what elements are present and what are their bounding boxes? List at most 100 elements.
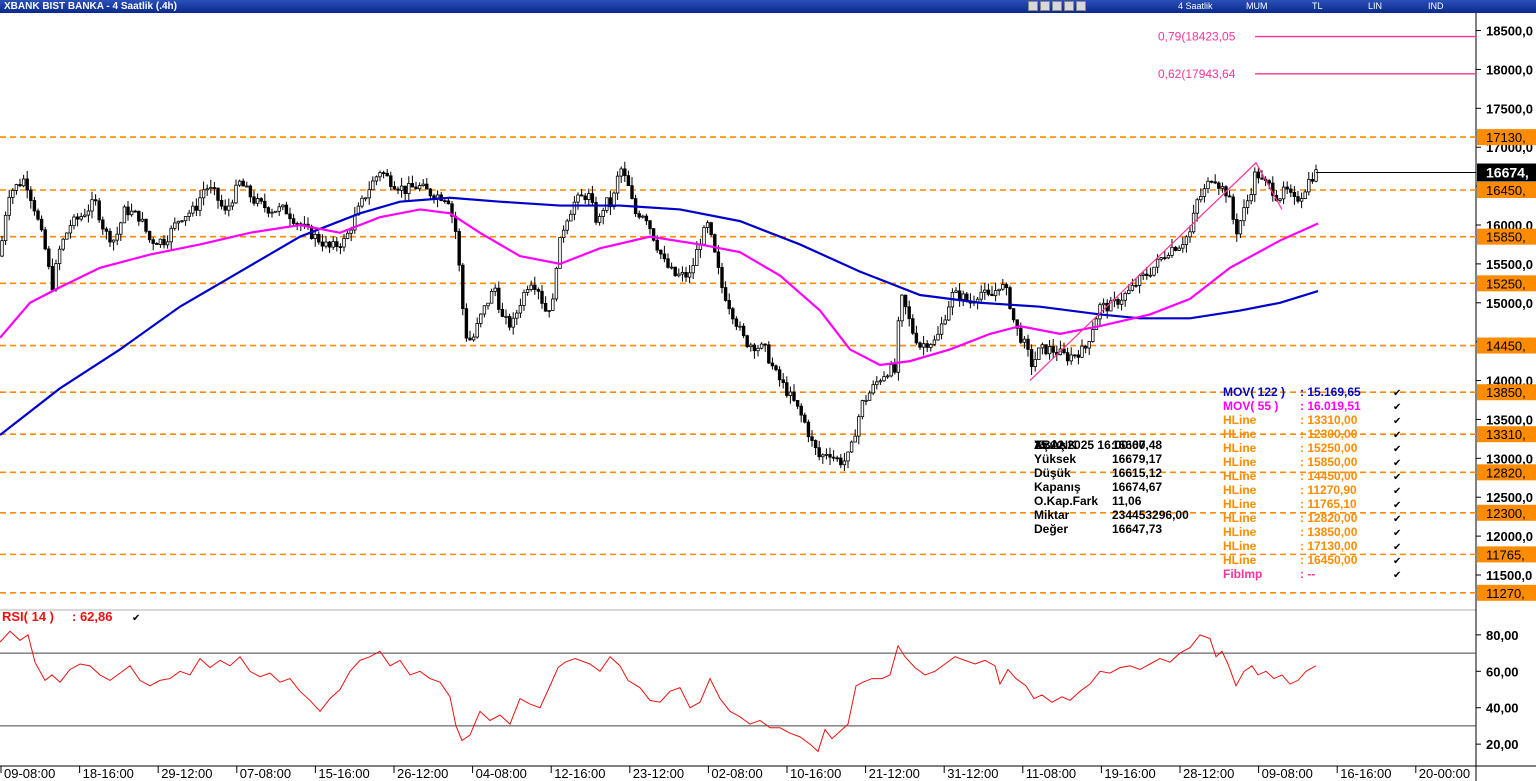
candle [583, 195, 587, 200]
candle [133, 210, 137, 213]
candle [29, 189, 33, 201]
info-row-change: O.Kap.Fark 11,06 [1034, 494, 1142, 508]
candle [1137, 275, 1142, 286]
candle [468, 337, 472, 341]
candle [223, 205, 227, 211]
candle [1123, 293, 1127, 301]
candle [770, 362, 775, 367]
currency-option[interactable]: TL [1312, 1, 1323, 11]
last-price-box [1477, 163, 1536, 182]
draw-icon[interactable] [1076, 1, 1086, 11]
candle [875, 381, 879, 386]
candle [378, 172, 382, 178]
legend-check-icon: ✔ [1393, 402, 1401, 413]
candle [385, 172, 389, 177]
scale-option[interactable]: LIN [1368, 1, 1383, 11]
candle [1019, 327, 1023, 343]
candle [83, 214, 87, 217]
y-tick-label: 13500,0 [1486, 412, 1533, 427]
timeframe-option[interactable]: 4 Saatlik [1178, 1, 1213, 11]
candle [111, 239, 116, 243]
candle [183, 216, 188, 222]
candle [65, 232, 69, 240]
candle [1231, 196, 1235, 220]
candle [1069, 354, 1073, 362]
legend-hline-name: HLine [1223, 455, 1257, 469]
candle [284, 204, 289, 215]
candle [1238, 220, 1243, 235]
candle [1310, 179, 1315, 182]
hline-axis-label: 15850, [1486, 230, 1526, 245]
candle [983, 289, 987, 293]
candle [515, 312, 519, 319]
settings-icon[interactable] [1064, 1, 1074, 11]
candle [576, 194, 580, 203]
price-chart[interactable]: 18500,018000,017500,017000,016500,016000… [0, 13, 1536, 781]
legend-hline-value: : 17130,00 [1300, 539, 1358, 553]
candle [115, 233, 119, 241]
hline-axis-label: 16450, [1486, 183, 1526, 198]
indicator-option[interactable]: IND [1428, 1, 1444, 11]
candle [752, 344, 757, 352]
candle [1073, 354, 1077, 357]
candle [158, 238, 163, 245]
candle [1260, 177, 1264, 180]
candle [1281, 186, 1286, 200]
info-row-volume: Miktar 234453296,00 [1034, 508, 1189, 522]
candle [929, 343, 933, 348]
copy-icon[interactable] [1052, 1, 1062, 11]
candle [705, 222, 710, 228]
candle [709, 222, 713, 236]
candle [1184, 236, 1189, 245]
candle [389, 175, 393, 187]
candle [763, 343, 767, 346]
x-tick-label: 02-08:00 [711, 766, 762, 781]
candle [1026, 338, 1030, 350]
toolbar-icons [1028, 1, 1086, 12]
candle [918, 342, 922, 348]
candle [43, 229, 47, 250]
candle [1278, 198, 1282, 201]
hline-axis-label: 13850, [1486, 385, 1526, 400]
candle [479, 313, 483, 324]
candle [734, 318, 739, 327]
candle [651, 228, 656, 241]
candle [1285, 186, 1289, 190]
candle [860, 400, 865, 418]
candle [252, 196, 256, 204]
candle [1177, 247, 1181, 251]
candle [54, 263, 58, 291]
candle [565, 220, 569, 231]
chart-type-option[interactable]: MUM [1246, 1, 1268, 11]
candle [259, 198, 263, 202]
candle [824, 453, 829, 456]
candle [1101, 302, 1106, 306]
candle [687, 272, 692, 278]
candle [839, 457, 843, 466]
candle [1015, 319, 1019, 329]
candle [1253, 171, 1257, 195]
candle [187, 212, 191, 217]
candle [857, 416, 861, 437]
x-tick-label: 12-16:00 [554, 766, 605, 781]
candle [878, 380, 883, 383]
candle [1303, 191, 1307, 199]
x-tick-label: 09-08:00 [4, 766, 55, 781]
zoom-icon[interactable] [1028, 1, 1038, 11]
candle [1076, 354, 1081, 358]
candle [666, 258, 670, 268]
pointer-icon[interactable] [1040, 1, 1050, 11]
legend-hline-value: : 15250,00 [1300, 441, 1358, 455]
rsi-name: RSI( 14 ) [2, 609, 54, 624]
candle [594, 202, 598, 223]
candle [907, 306, 911, 320]
candle [371, 180, 375, 191]
candle [677, 273, 681, 277]
legend-mov-name: MOV( 122 ) [1223, 385, 1285, 399]
candle [119, 222, 123, 235]
candle [1148, 274, 1153, 277]
x-tick-label: 21-12:00 [869, 766, 920, 781]
hline-axis-box [1477, 546, 1536, 563]
candle [518, 305, 523, 314]
hline-axis-label: 15250, [1486, 276, 1526, 291]
